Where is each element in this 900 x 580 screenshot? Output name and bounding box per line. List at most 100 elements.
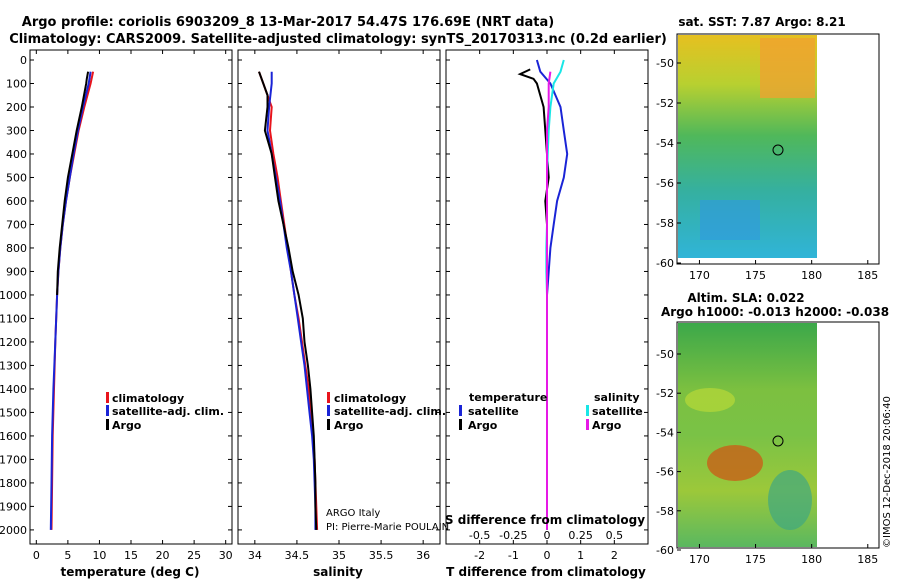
- x-tick-label: 35: [332, 549, 346, 562]
- legend-heading-salinity: salinity: [594, 391, 640, 404]
- sla-field-patch: [707, 445, 763, 481]
- imos-watermark: ©IMOS 12-Dec-2018 20:06:40: [882, 396, 893, 548]
- x-tick-label: 5: [64, 549, 71, 562]
- legend-label-argo: Argo: [334, 419, 364, 432]
- profile-line-s-argo: [546, 71, 552, 530]
- legend-heading-temperature: temperature: [469, 391, 547, 404]
- sla-map-ticks: 170 175 180 185 -50 -52 -54 -56 -58 -60: [656, 348, 878, 566]
- lon-tick-label: 180: [801, 269, 822, 282]
- sla-field-patch: [685, 388, 735, 412]
- lon-tick-label: 180: [801, 553, 822, 566]
- sst-title: sat. SST: 7.87 Argo: 8.21: [678, 15, 845, 29]
- lat-tick-label: -58: [656, 505, 674, 518]
- sla-map: 170 175 180 185 -50 -52 -54 -56 -58 -60: [656, 321, 880, 566]
- profile-line-argo: [56, 71, 90, 296]
- depth-tick-label: 900: [6, 265, 27, 278]
- lat-tick-label: -60: [656, 257, 674, 270]
- x-tick-label: 10: [92, 549, 106, 562]
- lat-tick-label: -56: [656, 466, 674, 479]
- legend-swatch-climatology: [106, 392, 109, 403]
- sst-field-patch: [760, 38, 815, 98]
- legend-label-argo: Argo: [112, 419, 142, 432]
- legend-label-satellite: satellite-adj. clim.: [112, 405, 224, 418]
- sdiff-axis-label: S difference from climatology: [445, 513, 645, 527]
- lat-tick-label: -60: [656, 544, 674, 557]
- depth-tick-label: 500: [6, 171, 27, 184]
- profile-line-t-satellite: [535, 59, 569, 530]
- depth-tick-label: 1100: [0, 312, 27, 325]
- depth-tick-label: 800: [6, 242, 27, 255]
- profile-line-t-argo: [517, 68, 550, 295]
- lat-tick-label: -52: [656, 97, 674, 110]
- x-tick-label: -1: [508, 549, 519, 562]
- legend-label-s-satellite: satellite: [592, 405, 643, 418]
- sdiff-tick-label: -0.25: [499, 529, 527, 542]
- legend-swatch-s-satellite: [586, 405, 589, 416]
- legend-swatch-argo: [106, 419, 109, 430]
- temperature-xlabel: temperature (deg C): [61, 565, 200, 579]
- depth-tick-label: 1600: [0, 430, 27, 443]
- diff-xlabel: T difference from climatology: [446, 565, 646, 579]
- lon-tick-label: 185: [857, 269, 878, 282]
- sst-map: 170 175 180 185 -50 -52 -54 -56 -58 -60: [656, 33, 880, 282]
- x-tick-label: 2: [611, 549, 618, 562]
- x-tick-label: -2: [474, 549, 485, 562]
- depth-tick-label: 1900: [0, 500, 27, 513]
- legend-swatch-argo: [327, 419, 330, 430]
- legend-swatch-climatology: [327, 392, 330, 403]
- legend-label-satellite: satellite-adj. clim.: [334, 405, 446, 418]
- depth-tick-label: 200: [6, 101, 27, 114]
- sla-title-line1: Altim. SLA: 0.022: [687, 291, 804, 305]
- depth-tick-label: 1800: [0, 477, 27, 490]
- lat-tick-label: -50: [656, 57, 674, 70]
- lat-tick-label: -56: [656, 177, 674, 190]
- temperature-panel-frame: [29, 49, 233, 545]
- main-title-line1: Argo profile: coriolis 6903209_8 13-Mar-…: [22, 15, 554, 30]
- legend-label-s-argo: Argo: [592, 419, 622, 432]
- profile-line-satellite-adj-clim-: [266, 71, 317, 530]
- legend-swatch-satellite: [327, 405, 330, 416]
- depth-tick-label: 2000: [0, 524, 27, 537]
- x-tick-label: 20: [156, 549, 170, 562]
- salinity-xlabel: salinity: [313, 565, 363, 579]
- depth-tick-label: 100: [6, 77, 27, 90]
- legend-label-climatology: climatology: [112, 392, 184, 405]
- sdiff-tick-label: 0.5: [606, 529, 624, 542]
- legend-label-t-satellite: satellite: [468, 405, 519, 418]
- x-tick-label: 34.5: [285, 549, 310, 562]
- difference-legend: temperature satellite Argo salinity sate…: [459, 391, 643, 432]
- depth-tick-label: 400: [6, 148, 27, 161]
- lon-tick-label: 175: [745, 553, 766, 566]
- x-tick-label: 30: [219, 549, 233, 562]
- salinity-legend: climatology satellite-adj. clim. Argo: [327, 392, 446, 432]
- depth-ticks: 0 100 200 300 400 500 600 700 800 900 1000 1100 1200…: [0, 54, 648, 537]
- x-tick-label: 35.5: [369, 549, 394, 562]
- depth-tick-label: 700: [6, 218, 27, 231]
- profile-lines: [49, 59, 569, 530]
- lon-tick-label: 175: [745, 269, 766, 282]
- profile-line-argo: [258, 71, 318, 530]
- main-title-line2: Climatology: CARS2009. Satellite-adjuste…: [9, 32, 667, 47]
- lon-tick-label: 170: [689, 553, 710, 566]
- sst-field-patch: [700, 200, 760, 240]
- depth-tick-label: 600: [6, 195, 27, 208]
- depth-tick-label: 1200: [0, 336, 27, 349]
- x-tick-label: 15: [124, 549, 138, 562]
- sdiff-tick-label: -0.5: [469, 529, 490, 542]
- depth-tick-label: 1300: [0, 359, 27, 372]
- x-tick-label: 0: [33, 549, 40, 562]
- x-tick-label: 0: [544, 549, 551, 562]
- x-tick-label: 1: [577, 549, 584, 562]
- credit-line2: PI: Pierre-Marie POULAIN: [326, 522, 449, 533]
- lat-tick-label: -58: [656, 217, 674, 230]
- argo-location-marker: [772, 144, 784, 156]
- lon-tick-label: 185: [857, 553, 878, 566]
- depth-tick-label: 1700: [0, 453, 27, 466]
- profile-line-s-satellite: [545, 59, 565, 530]
- credit-line1: ARGO Italy: [326, 508, 380, 519]
- depth-tick-label: 1400: [0, 383, 27, 396]
- lon-tick-label: 170: [689, 269, 710, 282]
- sdiff-tick-label: 0.25: [568, 529, 593, 542]
